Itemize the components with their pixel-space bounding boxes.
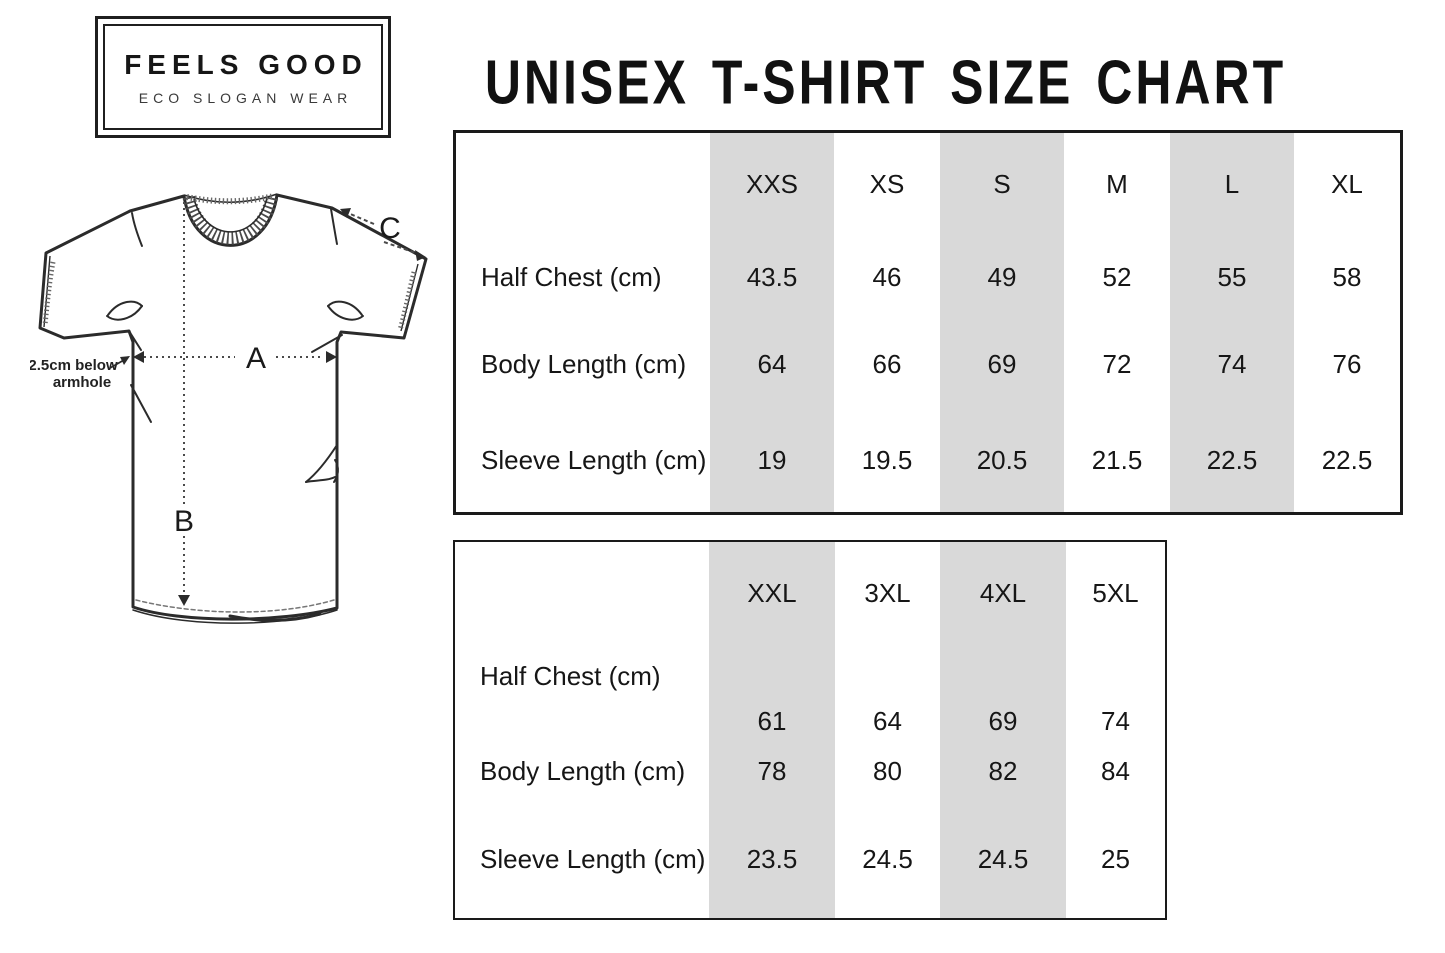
value-cell: 82 [988,755,1018,786]
size-header-cell: XXL [747,578,797,608]
logo-box: FEELS GOOD ECO SLOGAN WEAR [95,16,391,138]
value-cell: 84 [1101,755,1130,786]
value-cell: 46 [872,262,902,292]
value-cell: 25 [1101,843,1130,874]
column-stripe [710,133,834,512]
spacer-cell [1066,645,1165,700]
value-cell: 80 [873,755,902,786]
tshirt-diagram: A B C 2.5cm below armhole [28,180,440,630]
row-label: Body Length (cm) [481,348,687,379]
corner-cell [455,542,709,645]
size-header-cell: XL [1331,169,1363,199]
measurement-c: C [340,208,426,261]
table-grid: XXL 3XL 4XL 5XL Half Chest (cm) 61 64 69… [455,542,1165,918]
column-stripe [1170,133,1294,512]
measurement-a: A [133,342,337,375]
row-label: Sleeve Length (cm) [480,843,706,874]
column-stripe [940,542,1066,918]
value-cell: 22.5 [1206,445,1258,475]
measurement-b: B [174,202,194,606]
value-cell: 58 [1332,262,1362,292]
page-title-wrap: UNISEX T-SHIRT SIZE CHART [333,46,1438,117]
page-title: UNISEX T-SHIRT SIZE CHART [484,47,1287,118]
value-cell: 23.5 [746,843,798,874]
row-label: Half Chest (cm) [481,262,662,292]
logo-tagline-text: ECO SLOGAN WEAR [138,89,353,106]
value-cell: 49 [987,262,1017,292]
column-stripe [709,542,835,918]
size-table-main: XXS XS S M L XL Half Chest (cm) 43.5 46 … [453,130,1403,515]
svg-text:2.5cm below: 2.5cm below [30,357,118,374]
column-stripe [940,133,1064,512]
svg-text:C: C [379,212,401,245]
value-cell: 69 [987,348,1017,379]
spacer-cell [940,645,1066,700]
armhole-note: 2.5cm below armhole [28,356,130,391]
svg-text:armhole: armhole [53,374,111,391]
value-cell: 19 [757,445,787,475]
value-cell: 24.5 [977,843,1029,874]
value-cell: 61 [757,705,787,736]
size-header-cell: 3XL [864,578,911,608]
value-cell: 52 [1102,262,1132,292]
corner-cell [456,133,710,236]
tshirt-outline [38,193,428,621]
logo-brand-text: FEELS GOOD [124,48,368,80]
row-label: Body Length (cm) [480,755,686,786]
size-header-cell: 5XL [1092,578,1139,608]
value-cell: 66 [872,348,902,379]
value-cell: 74 [1101,705,1130,736]
value-cell: 72 [1102,348,1132,379]
table-grid: XXS XS S M L XL Half Chest (cm) 43.5 46 … [456,133,1400,512]
spacer-cell [709,645,835,700]
size-table-extended: XXL 3XL 4XL 5XL Half Chest (cm) 61 64 69… [453,540,1167,920]
svg-text:B: B [174,505,194,538]
size-header-cell: XXS [745,169,799,199]
collar [182,193,279,245]
value-cell: 55 [1217,262,1247,292]
size-header-cell: 4XL [979,578,1027,608]
size-header-cell: XS [869,169,905,199]
spacer-cell [835,645,940,700]
value-cell: 76 [1332,348,1362,379]
value-cell: 78 [757,755,787,786]
value-cell: 74 [1217,348,1247,379]
size-header-cell: S [993,169,1011,199]
size-header-cell: L [1224,169,1240,199]
value-cell: 22.5 [1321,445,1373,475]
row-label: Half Chest (cm) [480,661,661,691]
logo-inner-frame: FEELS GOOD ECO SLOGAN WEAR [103,24,383,130]
seam-and-hem [131,208,338,624]
value-cell: 21.5 [1091,445,1143,475]
value-cell: 24.5 [862,843,913,874]
svg-text:A: A [246,342,266,375]
value-cell: 69 [988,705,1018,736]
size-header-cell: M [1106,169,1128,199]
row-label: Sleeve Length (cm) [481,445,707,475]
value-cell: 20.5 [976,445,1028,475]
wrinkle-details [106,300,364,483]
value-cell: 64 [757,348,787,379]
value-cell: 19.5 [861,445,913,475]
cuff-details [42,255,419,332]
value-cell: 64 [873,705,902,736]
spacer-cell [455,700,709,742]
value-cell: 43.5 [746,262,798,292]
